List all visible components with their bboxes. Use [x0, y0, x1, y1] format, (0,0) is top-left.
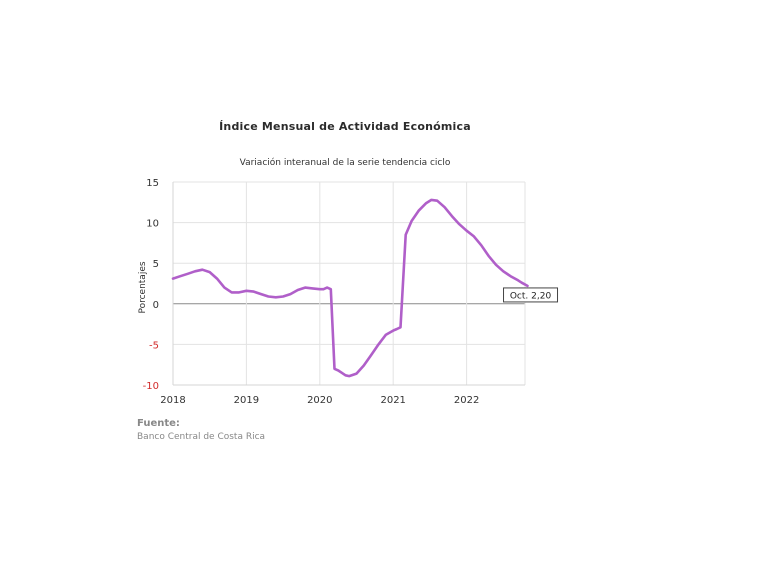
annotation-label: Oct. 2,20 [510, 291, 552, 301]
source-heading: Fuente: [137, 418, 180, 429]
annotation-box [503, 287, 559, 303]
x-tick-label: 2018 [160, 395, 185, 406]
chart-title: Índice Mensual de Actividad Económica [219, 120, 471, 133]
x-tick-label: 2021 [380, 395, 405, 406]
x-tick-label: 2020 [307, 395, 332, 406]
y-axis-label: Porcentajes [138, 261, 148, 313]
y-tick-label: -5 [149, 340, 159, 351]
y-tick-label: 5 [153, 259, 159, 270]
source-text: Banco Central de Costa Rica [137, 432, 266, 442]
chart-subtitle: Variación interanual de la serie tendenc… [239, 158, 451, 168]
x-tick-label: 2022 [454, 395, 479, 406]
y-tick-label: 0 [153, 300, 159, 311]
y-tick-label: -10 [143, 381, 159, 392]
y-tick-label: 10 [146, 219, 159, 230]
y-tick-label: 15 [146, 178, 159, 189]
x-tick-label: 2019 [234, 395, 259, 406]
series-line [171, 198, 529, 378]
